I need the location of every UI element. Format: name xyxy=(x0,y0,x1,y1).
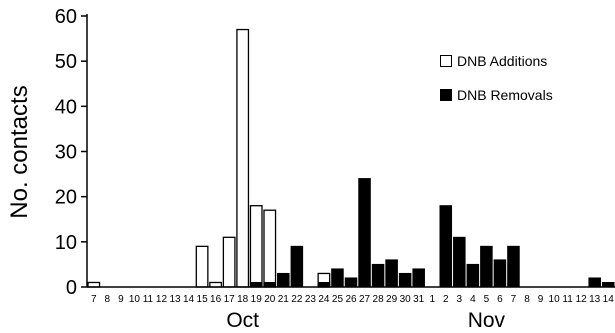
bar-removals-28 xyxy=(466,263,480,288)
bar-removals-20 xyxy=(358,178,371,288)
x-tick-label-36: 12 xyxy=(576,294,588,305)
x-tick-label-38: 14 xyxy=(603,294,615,305)
x-tick-label-37: 13 xyxy=(589,294,601,305)
x-tick-label-21: 28 xyxy=(373,294,385,305)
x-tick-label-31: 7 xyxy=(511,294,517,305)
bar-removals-22 xyxy=(385,259,398,288)
y-tick-label-0: 0 xyxy=(66,277,77,299)
x-tick-label-35: 11 xyxy=(562,294,573,305)
bar-removals-23 xyxy=(398,272,412,288)
x-tick-label-9: 16 xyxy=(210,294,222,305)
x-tick-label-1: 8 xyxy=(105,294,111,305)
x-tick-label-29: 5 xyxy=(484,294,490,305)
x-tick-label-27: 3 xyxy=(457,294,463,305)
bar-removals-31 xyxy=(507,245,520,288)
x-tick-label-2: 9 xyxy=(118,294,124,305)
x-tick-label-5: 12 xyxy=(156,294,168,305)
x-tick-label-0: 7 xyxy=(91,294,97,305)
y-tick-label-10: 10 xyxy=(55,232,77,254)
bar-additions-12 xyxy=(249,205,263,288)
x-tick-label-7: 14 xyxy=(183,294,195,305)
x-tick-label-20: 27 xyxy=(359,294,371,305)
x-tick-label-30: 6 xyxy=(497,294,503,305)
x-tick-label-14: 21 xyxy=(278,294,290,305)
x-tick-label-17: 24 xyxy=(318,294,330,305)
bar-removals-15 xyxy=(290,245,304,288)
bar-removals-24 xyxy=(412,268,425,288)
x-tick-label-15: 22 xyxy=(291,294,303,305)
x-tick-label-23: 30 xyxy=(400,294,412,305)
x-tick-label-12: 19 xyxy=(251,294,263,305)
y-tick-label-30: 30 xyxy=(55,142,77,164)
x-tick-label-25: 1 xyxy=(429,294,435,305)
legend-item-additions: DNB Additions xyxy=(440,53,547,69)
bar-removals-27 xyxy=(453,236,466,288)
y-tick-label-40: 40 xyxy=(55,96,77,118)
legend-swatch-hollow xyxy=(440,55,452,67)
x-tick-label-3: 10 xyxy=(129,294,141,305)
bar-removals-19 xyxy=(344,277,358,288)
x-tick-label-16: 23 xyxy=(305,294,317,305)
bar-additions-10 xyxy=(222,236,236,288)
y-axis-label: No. contacts xyxy=(6,85,33,218)
month-label-nov: Nov xyxy=(468,309,506,332)
x-tick-label-10: 17 xyxy=(224,294,236,305)
legend-label-removals: DNB Removals xyxy=(457,87,553,103)
y-tick-label-60: 60 xyxy=(55,6,77,28)
x-tick-label-26: 2 xyxy=(443,294,449,305)
bar-removals-37 xyxy=(588,277,601,288)
x-tick-label-22: 29 xyxy=(386,294,398,305)
x-tick-label-6: 13 xyxy=(169,294,181,305)
bar-additions-8 xyxy=(195,245,209,288)
bar-removals-14 xyxy=(277,272,290,288)
x-tick-label-11: 18 xyxy=(237,294,249,305)
x-tick-label-18: 25 xyxy=(332,294,344,305)
bar-additions-11 xyxy=(236,28,250,288)
legend-item-removals: DNB Removals xyxy=(440,87,553,103)
x-tick-label-19: 26 xyxy=(345,294,357,305)
month-label-oct: Oct xyxy=(226,309,259,332)
y-tick-label-50: 50 xyxy=(55,51,77,73)
bar-removals-30 xyxy=(493,259,507,288)
legend-label-additions: DNB Additions xyxy=(457,53,548,69)
x-tick-label-4: 11 xyxy=(143,294,154,305)
bar-removals-26 xyxy=(439,205,453,288)
legend-swatch-filled xyxy=(440,89,452,101)
x-tick-label-33: 9 xyxy=(538,294,544,305)
x-tick-label-24: 31 xyxy=(413,294,425,305)
x-tick-label-8: 15 xyxy=(197,294,209,305)
bar-removals-29 xyxy=(480,245,493,288)
x-tick-label-34: 10 xyxy=(549,294,561,305)
x-tick-label-32: 8 xyxy=(524,294,530,305)
bar-additions-13 xyxy=(263,209,277,288)
x-tick-label-13: 20 xyxy=(264,294,276,305)
bar-removals-21 xyxy=(371,263,385,288)
y-tick-label-20: 20 xyxy=(55,187,77,209)
bar-removals-18 xyxy=(331,268,344,288)
x-tick-label-28: 4 xyxy=(470,294,476,305)
